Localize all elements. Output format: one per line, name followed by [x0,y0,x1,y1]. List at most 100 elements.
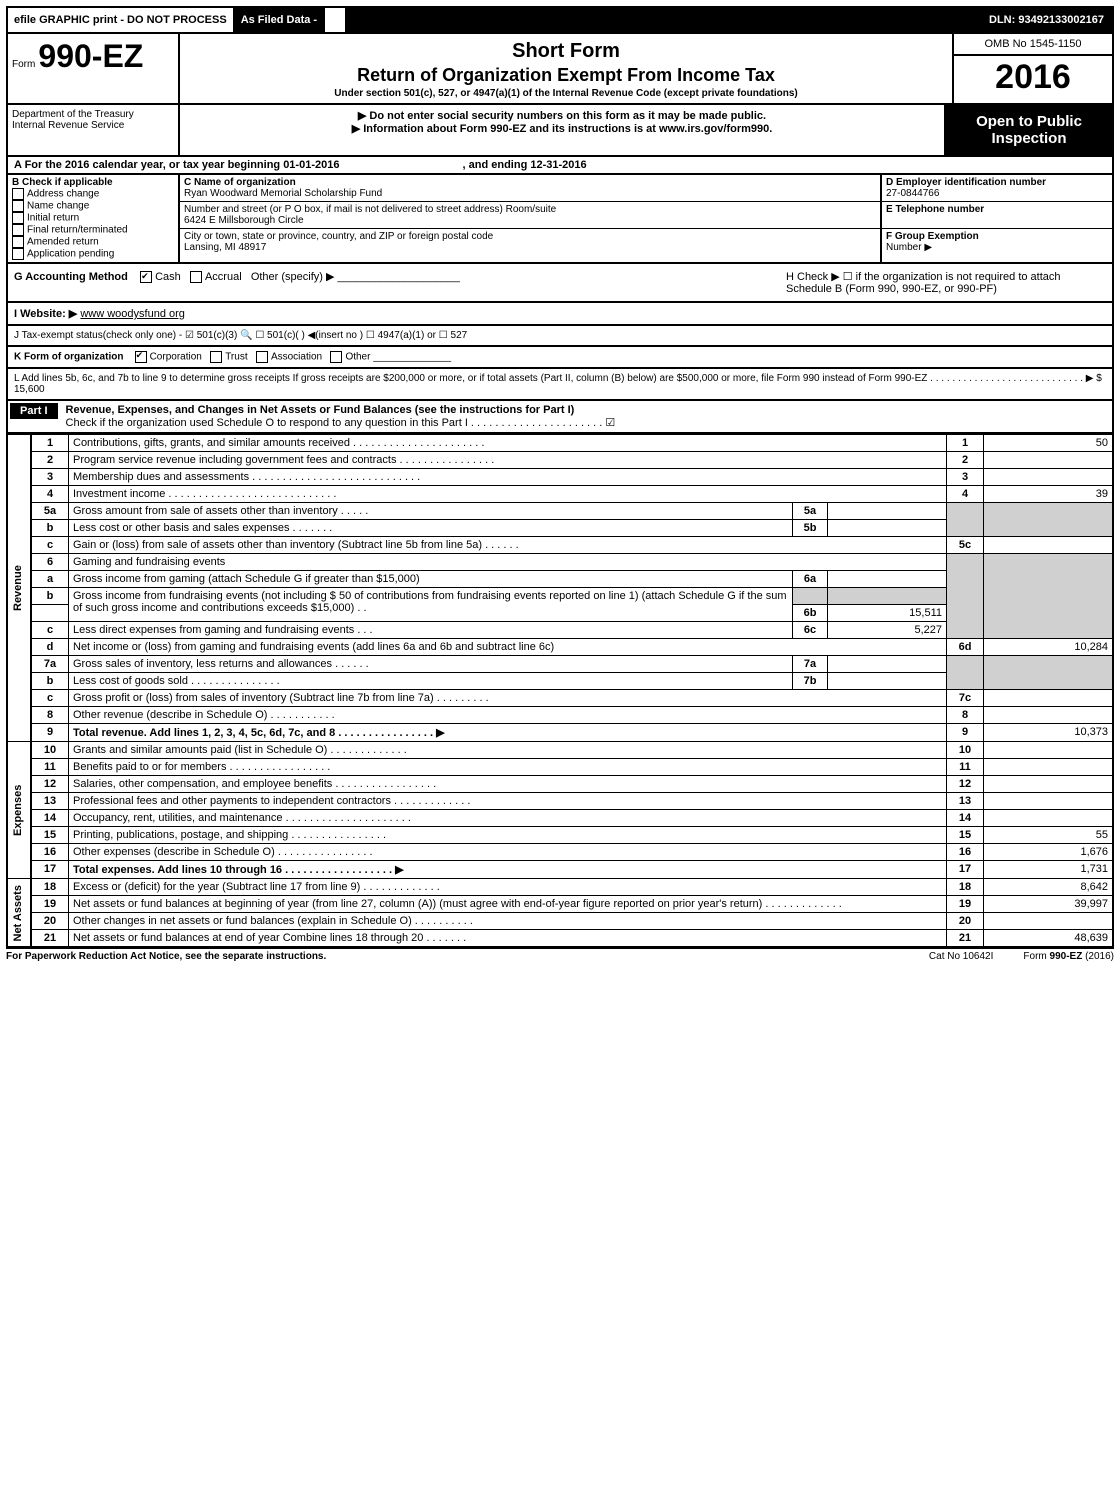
line-15: Printing, publications, postage, and shi… [69,827,947,844]
open-line2: Inspection [950,130,1108,147]
D-ein: D Employer identification number 27-0844… [882,175,1112,202]
A-end: , and ending 12-31-2016 [463,159,587,171]
cb-other[interactable] [330,351,342,363]
line-20: Other changes in net assets or fund bala… [69,913,947,930]
line-8: Other revenue (describe in Schedule O) .… [69,707,947,724]
line-11: Benefits paid to or for members . . . . … [69,759,947,776]
info-link: ▶ Information about Form 990-EZ and its … [184,122,940,135]
website-url[interactable]: www woodysfund org [80,308,185,320]
amt-18: 8,642 [984,879,1114,896]
row-A: A For the 2016 calendar year, or tax yea… [6,157,1114,175]
line-12: Salaries, other compensation, and employ… [69,776,947,793]
line-19: Net assets or fund balances at beginning… [69,896,947,913]
line-9: Total revenue. Add lines 1, 2, 3, 4, 5c,… [69,724,947,742]
cb-final[interactable]: Final return/terminated [12,224,174,236]
line-13: Professional fees and other payments to … [69,793,947,810]
footer: For Paperwork Reduction Act Notice, see … [6,948,1114,962]
cb-corp[interactable] [135,351,147,363]
amt-9: 10,373 [984,724,1114,742]
org-name: Ryan Woodward Memorial Scholarship Fund [184,188,876,199]
line-2: Program service revenue including govern… [69,452,947,469]
line-5b: Less cost or other basis and sales expen… [69,520,793,537]
amt-20 [984,913,1114,930]
amt-1: 50 [984,435,1114,452]
line-7b: Less cost of goods sold . . . . . . . . … [69,673,793,690]
line-6a: Gross income from gaming (attach Schedul… [69,571,793,588]
amt-6b: 15,511 [828,605,947,622]
L-receipts: L Add lines 5b, 6c, and 7b to line 9 to … [6,369,1114,401]
cb-accrual[interactable] [190,271,202,283]
tax-year: 2016 [954,56,1112,99]
amt-5c [984,537,1114,554]
side-revenue: Revenue [7,435,31,742]
H-check: H Check ▶ ☐ if the organization is not r… [786,270,1106,295]
cb-initial[interactable]: Initial return [12,212,174,224]
dept-cell: Department of the Treasury Internal Reve… [8,105,180,155]
line-5a: Gross amount from sale of assets other t… [69,503,793,520]
amt-10 [984,742,1114,759]
ssn-warning: ▶ Do not enter social security numbers o… [184,109,940,122]
amt-4: 39 [984,486,1114,503]
B-label: B Check if applicable [12,177,174,188]
org-city: Lansing, MI 48917 [184,242,876,253]
side-netassets: Net Assets [7,879,31,948]
amt-11 [984,759,1114,776]
amt-13 [984,793,1114,810]
amt-14 [984,810,1114,827]
line-14: Occupancy, rent, utilities, and maintena… [69,810,947,827]
I-website: I Website: ▶ www woodysfund org [6,303,1114,326]
part1-tag: Part I [10,403,58,419]
amt-17: 1,731 [984,861,1114,879]
line-4: Investment income . . . . . . . . . . . … [69,486,947,503]
line-18: Excess or (deficit) for the year (Subtra… [69,879,947,896]
form-cell: Form 990-EZ [8,34,180,103]
efile-text: efile GRAPHIC print - DO NOT PROCESS [8,8,233,32]
part1-title: Revenue, Expenses, and Changes in Net As… [60,401,622,432]
open-public: Open to Public Inspection [946,105,1112,155]
line-21: Net assets or fund balances at end of ye… [69,930,947,948]
cb-trust[interactable] [210,351,222,363]
info-cell: ▶ Do not enter social security numbers o… [180,105,946,155]
J-taxexempt: J Tax-exempt status(check only one) - ☑ … [6,326,1114,347]
title-cell: Short Form Return of Organization Exempt… [180,34,954,103]
footer-left: For Paperwork Reduction Act Notice, see … [6,951,899,962]
line-16: Other expenses (describe in Schedule O) … [69,844,947,861]
open-line1: Open to Public [950,113,1108,130]
ein: 27-0844766 [886,188,1108,199]
K-org: K Form of organization Corporation Trust… [6,347,1114,369]
cb-address[interactable]: Address change [12,188,174,200]
org-addr: 6424 E Millsborough Circle [184,215,876,226]
line-5c: Gain or (loss) from sale of assets other… [69,537,947,554]
amt-21: 48,639 [984,930,1114,948]
line-6c: Less direct expenses from gaming and fun… [69,622,793,639]
form-title: Return of Organization Exempt From Incom… [186,65,946,86]
amt-7c [984,690,1114,707]
cb-name[interactable]: Name change [12,200,174,212]
cb-pending[interactable]: Application pending [12,248,174,260]
amt-6c: 5,227 [828,622,947,639]
cb-assoc[interactable] [256,351,268,363]
cb-cash[interactable] [140,271,152,283]
dept-treasury: Department of the Treasury [12,109,174,120]
amt-2 [984,452,1114,469]
amt-6d: 10,284 [984,639,1114,656]
C-block: C Name of organization Ryan Woodward Mem… [180,175,882,262]
line-1: Contributions, gifts, grants, and simila… [69,435,947,452]
C-name: C Name of organization Ryan Woodward Mem… [180,175,880,202]
side-expenses: Expenses [7,742,31,879]
omb-number: OMB No 1545-1150 [954,34,1112,56]
line-17: Total expenses. Add lines 10 through 16 … [69,861,947,879]
form-number: 990-EZ [38,38,143,74]
amt-12 [984,776,1114,793]
D-block: D Employer identification number 27-0844… [882,175,1112,262]
B-checks: B Check if applicable Address change Nam… [8,175,180,262]
asfiled-text: As Filed Data - [233,8,345,32]
line-7a: Gross sales of inventory, less returns a… [69,656,793,673]
omb-cell: OMB No 1545-1150 2016 [954,34,1112,103]
cb-amended[interactable]: Amended return [12,236,174,248]
footer-catno: Cat No 10642I [899,951,1024,962]
F-group: F Group Exemption Number ▶ [882,229,1112,255]
E-phone: E Telephone number [882,202,1112,229]
part1-header: Part I Revenue, Expenses, and Changes in… [6,401,1114,434]
irs: Internal Revenue Service [12,120,174,131]
